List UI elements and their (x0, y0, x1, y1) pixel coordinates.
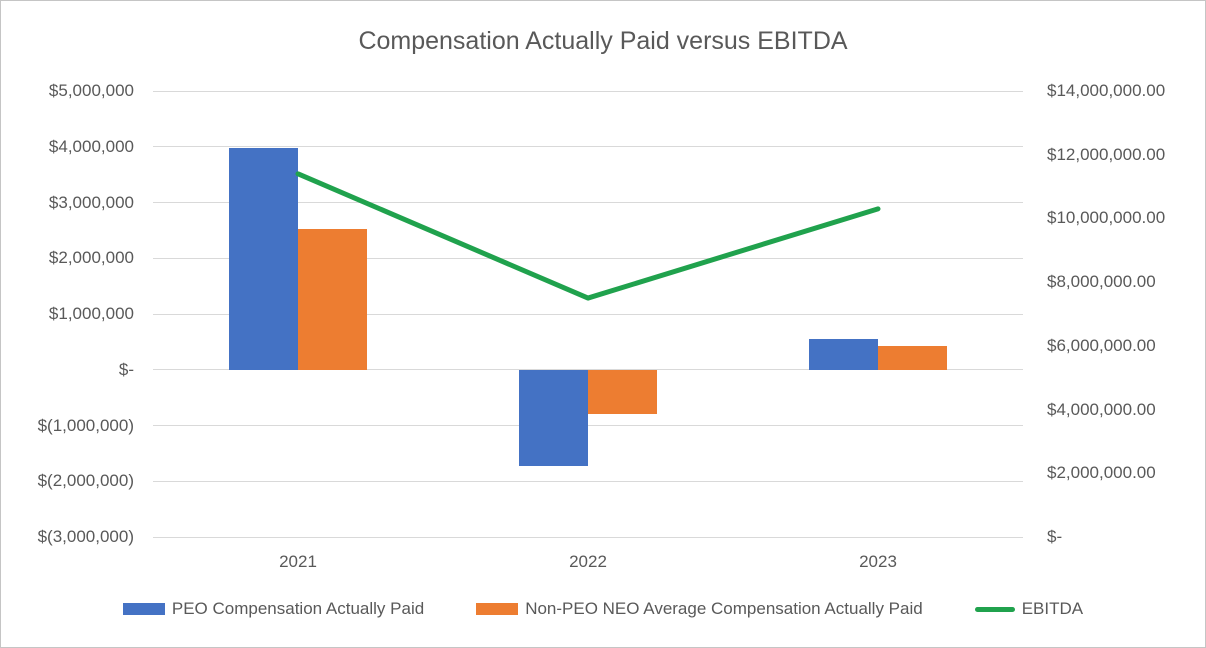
right-axis-tick-label: $12,000,000.00 (1047, 144, 1166, 164)
left-axis-tick-label: $2,000,000 (48, 248, 134, 268)
legend-line-swatch-icon (974, 606, 1015, 612)
legend-bar-swatch-icon (122, 603, 165, 615)
right-axis-tick-label: $4,000,000.00 (1047, 399, 1156, 419)
plot-area (153, 90, 1023, 538)
legend: PEO Compensation Actually Paid Non-PEO NE… (1, 599, 1205, 619)
legend-label: Non-PEO NEO Average Compensation Actuall… (525, 599, 923, 618)
chart-title: Compensation Actually Paid versus EBITDA (358, 27, 848, 55)
ebitda-line-layer (295, 171, 881, 301)
gridline (153, 202, 1023, 203)
left-axis-tick-label: $5,000,000 (48, 81, 134, 100)
gridline (153, 90, 1023, 92)
gridline (153, 425, 1023, 426)
gridline (153, 536, 1023, 538)
left-axis-tick-label: $3,000,000 (48, 192, 134, 212)
peo-bar-2023 (809, 339, 878, 370)
right-axis-tick-label: $8,000,000.00 (1047, 272, 1156, 292)
right-axis-tick-label: $6,000,000.00 (1047, 335, 1156, 355)
category-axis: 2021 2022 2023 (153, 552, 1023, 574)
legend-label: PEO Compensation Actually Paid (171, 599, 425, 618)
left-axis-tick-label: $4,000,000 (48, 136, 134, 156)
neo-bar-2022 (588, 369, 657, 415)
left-axis-tick-label: $(2,000,000) (37, 471, 134, 491)
peo-bar-2021 (229, 147, 298, 370)
legend-bar-swatch-icon (476, 603, 519, 615)
category-label-2021: 2021 (279, 552, 317, 571)
gridline (153, 313, 1023, 315)
right-axis-tick-label: $- (1047, 527, 1063, 546)
gridline (153, 257, 1023, 259)
left-value-axis: $5,000,000 $4,000,000 $3,000,000 $2,000,000… (1, 81, 134, 546)
legend-item-non-peo-neo: Non-PEO NEO Average Compensation Actuall… (476, 599, 923, 619)
ebitda-line (295, 171, 881, 301)
left-axis-tick-label: $(1,000,000) (37, 415, 134, 435)
right-axis-tick-label: $14,000,000.00 (1047, 81, 1166, 100)
left-axis-tick-label: $(3,000,000) (37, 527, 134, 546)
left-axis-tick-label: $- (118, 359, 134, 379)
legend-item-ebitda: EBITDA (974, 599, 1084, 619)
left-axis-tick-label: $1,000,000 (48, 304, 134, 323)
peo-bar-2022 (519, 369, 588, 466)
legend-item-peo: PEO Compensation Actually Paid (122, 599, 425, 619)
neo-bar-2021 (298, 228, 367, 370)
legend-label: EBITDA (1021, 599, 1084, 618)
category-label-2023: 2023 (859, 552, 897, 571)
right-axis-tick-label: $10,000,000.00 (1047, 208, 1166, 228)
neo-bar-2023 (878, 345, 947, 370)
right-value-axis: $14,000,000.00 $12,000,000.00 $10,000,000.… (1047, 81, 1197, 546)
gridline (153, 146, 1023, 148)
right-axis-tick-label: $2,000,000.00 (1047, 463, 1156, 483)
category-label-2022: 2022 (569, 552, 607, 571)
gridline (153, 480, 1023, 482)
